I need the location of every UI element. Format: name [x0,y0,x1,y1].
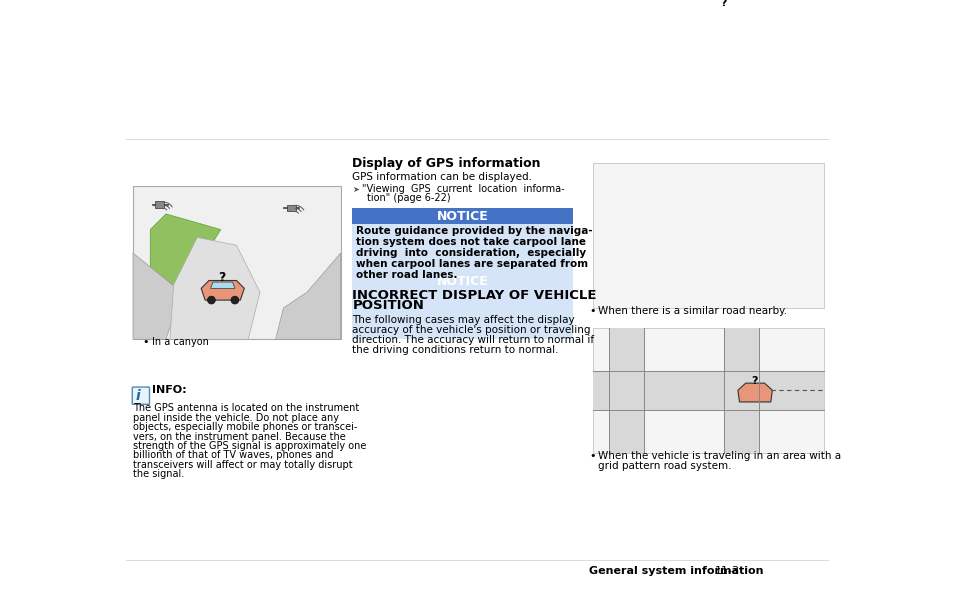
Bar [593,327,823,453]
Text: In a canyon: In a canyon [152,337,209,347]
Text: tion" (page 6-22): tion" (page 6-22) [366,194,450,204]
Text: transceivers will affect or may totally disrupt: transceivers will affect or may totally … [132,460,353,470]
Bar [593,163,823,308]
Polygon shape [132,253,181,339]
Bar [295,207,299,208]
Text: ➤: ➤ [352,185,359,194]
Text: ?: ? [720,0,726,8]
Bar [286,205,295,211]
Polygon shape [170,237,259,339]
Text: ?: ? [750,376,757,386]
Text: billionth of that of TV waves, phones and: billionth of that of TV waves, phones an… [132,450,334,460]
Text: NOTICE: NOTICE [436,276,488,289]
Text: When there is a similar road nearby.: When there is a similar road nearby. [598,306,787,316]
Text: Display of GPS information: Display of GPS information [352,157,540,170]
Polygon shape [151,214,220,292]
Text: when carpool lanes are separated from: when carpool lanes are separated from [356,259,588,269]
Text: tion system does not take carpool lane: tion system does not take carpool lane [356,237,586,247]
Text: •: • [588,306,595,316]
Text: 11-3: 11-3 [714,566,739,576]
Bar [723,327,759,453]
Text: ?: ? [218,270,226,284]
Text: •: • [142,337,149,347]
Text: POSITION: POSITION [352,300,424,313]
Text: direction. The accuracy will return to normal if: direction. The accuracy will return to n… [352,335,594,345]
Bar [593,371,823,410]
Text: •: • [588,451,595,461]
Polygon shape [201,280,244,300]
Bar [154,201,164,208]
Text: strength of the GPS signal is approximately one: strength of the GPS signal is approximat… [132,441,366,451]
Circle shape [231,296,238,304]
Text: accuracy of the vehicle's position or traveling: accuracy of the vehicle's position or tr… [352,325,590,335]
Bar [283,207,286,208]
Bar [152,204,154,205]
Text: panel inside the vehicle. Do not place any: panel inside the vehicle. Do not place a… [132,413,338,423]
Text: other road lanes.: other road lanes. [356,270,457,280]
Text: GPS information can be displayed.: GPS information can be displayed. [352,172,532,182]
Circle shape [207,296,215,304]
Text: vers, on the instrument panel. Because the: vers, on the instrument panel. Because t… [132,431,345,441]
Text: The GPS antenna is located on the instrument: The GPS antenna is located on the instru… [132,404,359,414]
Text: INFO:: INFO: [152,385,186,395]
Text: "Viewing  GPS  current  location  informa-: "Viewing GPS current location informa- [361,184,564,194]
Bar [608,327,643,453]
Text: General system information: General system information [588,566,762,576]
Text: driving  into  consideration,  especially: driving into consideration, especially [356,248,586,258]
Text: objects, especially mobile phones or transcei-: objects, especially mobile phones or tra… [132,422,357,432]
Text: the driving conditions return to normal.: the driving conditions return to normal. [352,345,558,355]
Text: The following cases may affect the display: The following cases may affect the displ… [352,315,575,325]
Text: When the vehicle is traveling in an area with a: When the vehicle is traveling in an area… [598,451,841,461]
Polygon shape [668,0,792,85]
Bar [352,208,573,224]
Polygon shape [211,282,234,289]
Bar [352,277,573,292]
Text: INCORRECT DISPLAY OF VEHICLE: INCORRECT DISPLAY OF VEHICLE [352,289,597,301]
Bar [132,186,340,339]
Text: the signal.: the signal. [132,469,184,479]
Text: grid pattern road system.: grid pattern road system. [598,461,731,471]
Polygon shape [275,253,340,339]
Bar [164,204,168,205]
Text: Route guidance provided by the naviga-: Route guidance provided by the naviga- [356,227,593,236]
Text: i: i [135,389,140,404]
Text: NOTICE: NOTICE [436,210,488,223]
FancyBboxPatch shape [132,387,150,404]
Bar [352,224,573,292]
Polygon shape [708,6,740,24]
Bar [352,277,573,339]
Polygon shape [737,383,772,402]
